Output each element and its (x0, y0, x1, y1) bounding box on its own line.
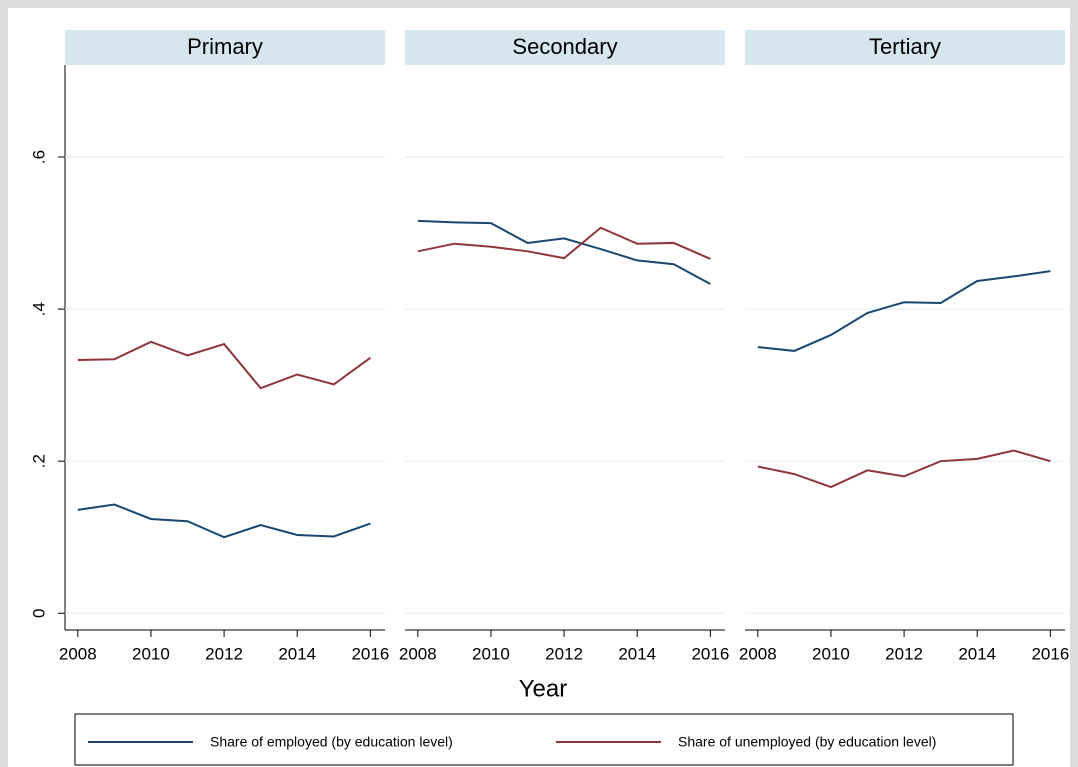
x-axis-label: Year (519, 675, 568, 702)
x-tick-label: 2008 (399, 644, 437, 663)
x-tick-label: 2010 (812, 644, 850, 663)
x-tick-label: 2016 (1031, 644, 1069, 663)
x-tick-label: 2014 (958, 644, 996, 663)
x-tick-label: 2010 (132, 644, 170, 663)
x-tick-label: 2012 (885, 644, 923, 663)
x-tick-label: 2008 (739, 644, 777, 663)
y-tick-label: .4 (29, 302, 48, 316)
line-series (757, 449, 1051, 489)
x-tick-label: 2016 (351, 644, 389, 663)
line-series (77, 503, 371, 539)
panel-title: Secondary (512, 34, 617, 59)
x-tick-label: 2010 (472, 644, 510, 663)
x-tick-label: 2014 (278, 644, 316, 663)
x-tick-label: 2014 (618, 644, 656, 663)
y-tick-label: 0 (29, 609, 48, 618)
plot-background (8, 8, 1070, 767)
panel-title: Tertiary (869, 34, 941, 59)
x-tick-label: 2012 (205, 644, 243, 663)
line-series (417, 226, 711, 260)
line-series (417, 219, 711, 285)
x-tick-label: 2008 (59, 644, 97, 663)
legend-box (74, 713, 1014, 766)
line-series (77, 340, 371, 390)
line-series (757, 270, 1051, 352)
panel-strip (65, 30, 385, 65)
panel-title: Primary (187, 34, 263, 59)
panel-strip (405, 30, 725, 65)
y-tick-label: .2 (29, 454, 48, 468)
x-tick-label: 2016 (691, 644, 729, 663)
x-tick-label: 2012 (545, 644, 583, 663)
legend-label: Share of unemployed (by education level) (678, 734, 936, 750)
y-tick-label: .6 (29, 150, 48, 164)
legend-label: Share of employed (by education level) (210, 734, 453, 750)
panel-strip (745, 30, 1065, 65)
